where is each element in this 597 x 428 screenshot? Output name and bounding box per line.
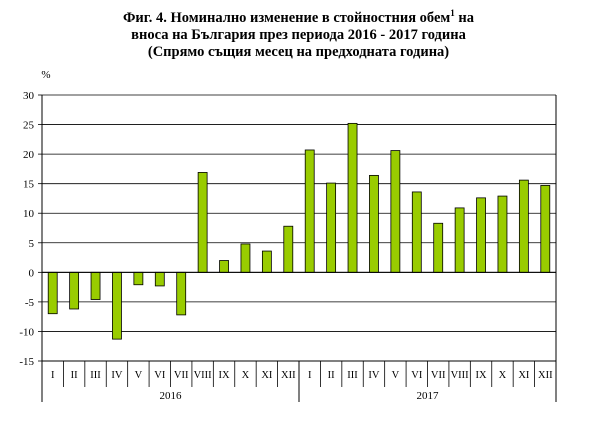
y-tick-label: 15 [23, 179, 35, 191]
x-tick-label: II [71, 370, 78, 381]
x-tick-label: III [90, 370, 101, 381]
bar [240, 243, 251, 273]
y-tick-label: -5 [25, 297, 35, 309]
x-tick-label: IX [218, 370, 229, 381]
title-footnote-marker: 1 [450, 8, 455, 19]
x-tick-label: VI [154, 370, 166, 381]
y-tick-label: 0 [29, 267, 35, 279]
x-tick-label: X [242, 370, 250, 381]
y-tick-label: 20 [23, 149, 35, 161]
x-tick-label: VII [174, 370, 189, 381]
group-label: 2017 [417, 390, 440, 402]
y-tick-label: 5 [29, 238, 35, 250]
x-tick-label: V [135, 370, 143, 381]
bar [433, 222, 444, 273]
bar [261, 250, 272, 273]
x-tick-label: IV [368, 370, 379, 381]
x-tick-label: III [347, 370, 358, 381]
bar [347, 122, 358, 273]
bar [476, 197, 486, 273]
title-line-2: вноса на България през периода 2016 - 20… [131, 27, 466, 43]
bar [540, 185, 551, 273]
bar [518, 179, 529, 273]
x-tick-label: IX [475, 370, 486, 381]
x-tick-label: XI [261, 370, 273, 381]
bar [326, 182, 337, 273]
y-tick-label: -15 [19, 356, 34, 368]
x-tick-label: XII [538, 370, 553, 381]
x-tick-label: I [51, 370, 55, 381]
x-tick-label: I [308, 370, 312, 381]
bar [197, 172, 208, 273]
y-tick-label: 30 [23, 90, 35, 102]
bar [369, 174, 379, 273]
bar [133, 271, 144, 286]
y-tick-label: 25 [23, 120, 35, 132]
bar [69, 271, 80, 310]
bars [47, 122, 551, 340]
x-tick-label: V [392, 370, 400, 381]
bar [283, 225, 294, 273]
y-tick-label: 10 [23, 208, 35, 220]
chart-title: Фиг. 4. Номинално изменение в стойностни… [0, 8, 597, 61]
x-tick-label: IV [111, 370, 122, 381]
bar [90, 271, 101, 300]
bar [219, 260, 229, 273]
x-tick-label: VII [431, 370, 446, 381]
x-tick-label: XII [281, 370, 296, 381]
bar [497, 195, 508, 273]
bar [154, 271, 165, 287]
title-line-1-text: Фиг. 4. Номинално изменение в стойностни… [122, 10, 451, 26]
x-tick-label: VIII [194, 370, 213, 381]
title-line-3: (Спрямо същия месец на предходната годин… [147, 44, 450, 60]
x-tick-label: II [328, 370, 335, 381]
x-tick-label: X [499, 370, 507, 381]
x-tick-label: VIII [451, 370, 470, 381]
bar [411, 191, 422, 273]
title-line-1-end: на [454, 10, 475, 26]
bar [47, 271, 58, 315]
bar [176, 271, 187, 316]
y-tick-label: -10 [19, 326, 34, 338]
axes [38, 94, 557, 402]
bar [304, 149, 315, 273]
bar [112, 271, 122, 340]
bar [390, 150, 401, 273]
x-tick-label: XI [518, 370, 530, 381]
y-axis-label: % [41, 69, 50, 81]
title-line-1: Фиг. 4. Номинално изменение в стойностни… [0, 8, 597, 27]
x-tick-label: VI [411, 370, 423, 381]
bar [454, 207, 465, 273]
group-label: 2016 [160, 390, 183, 402]
